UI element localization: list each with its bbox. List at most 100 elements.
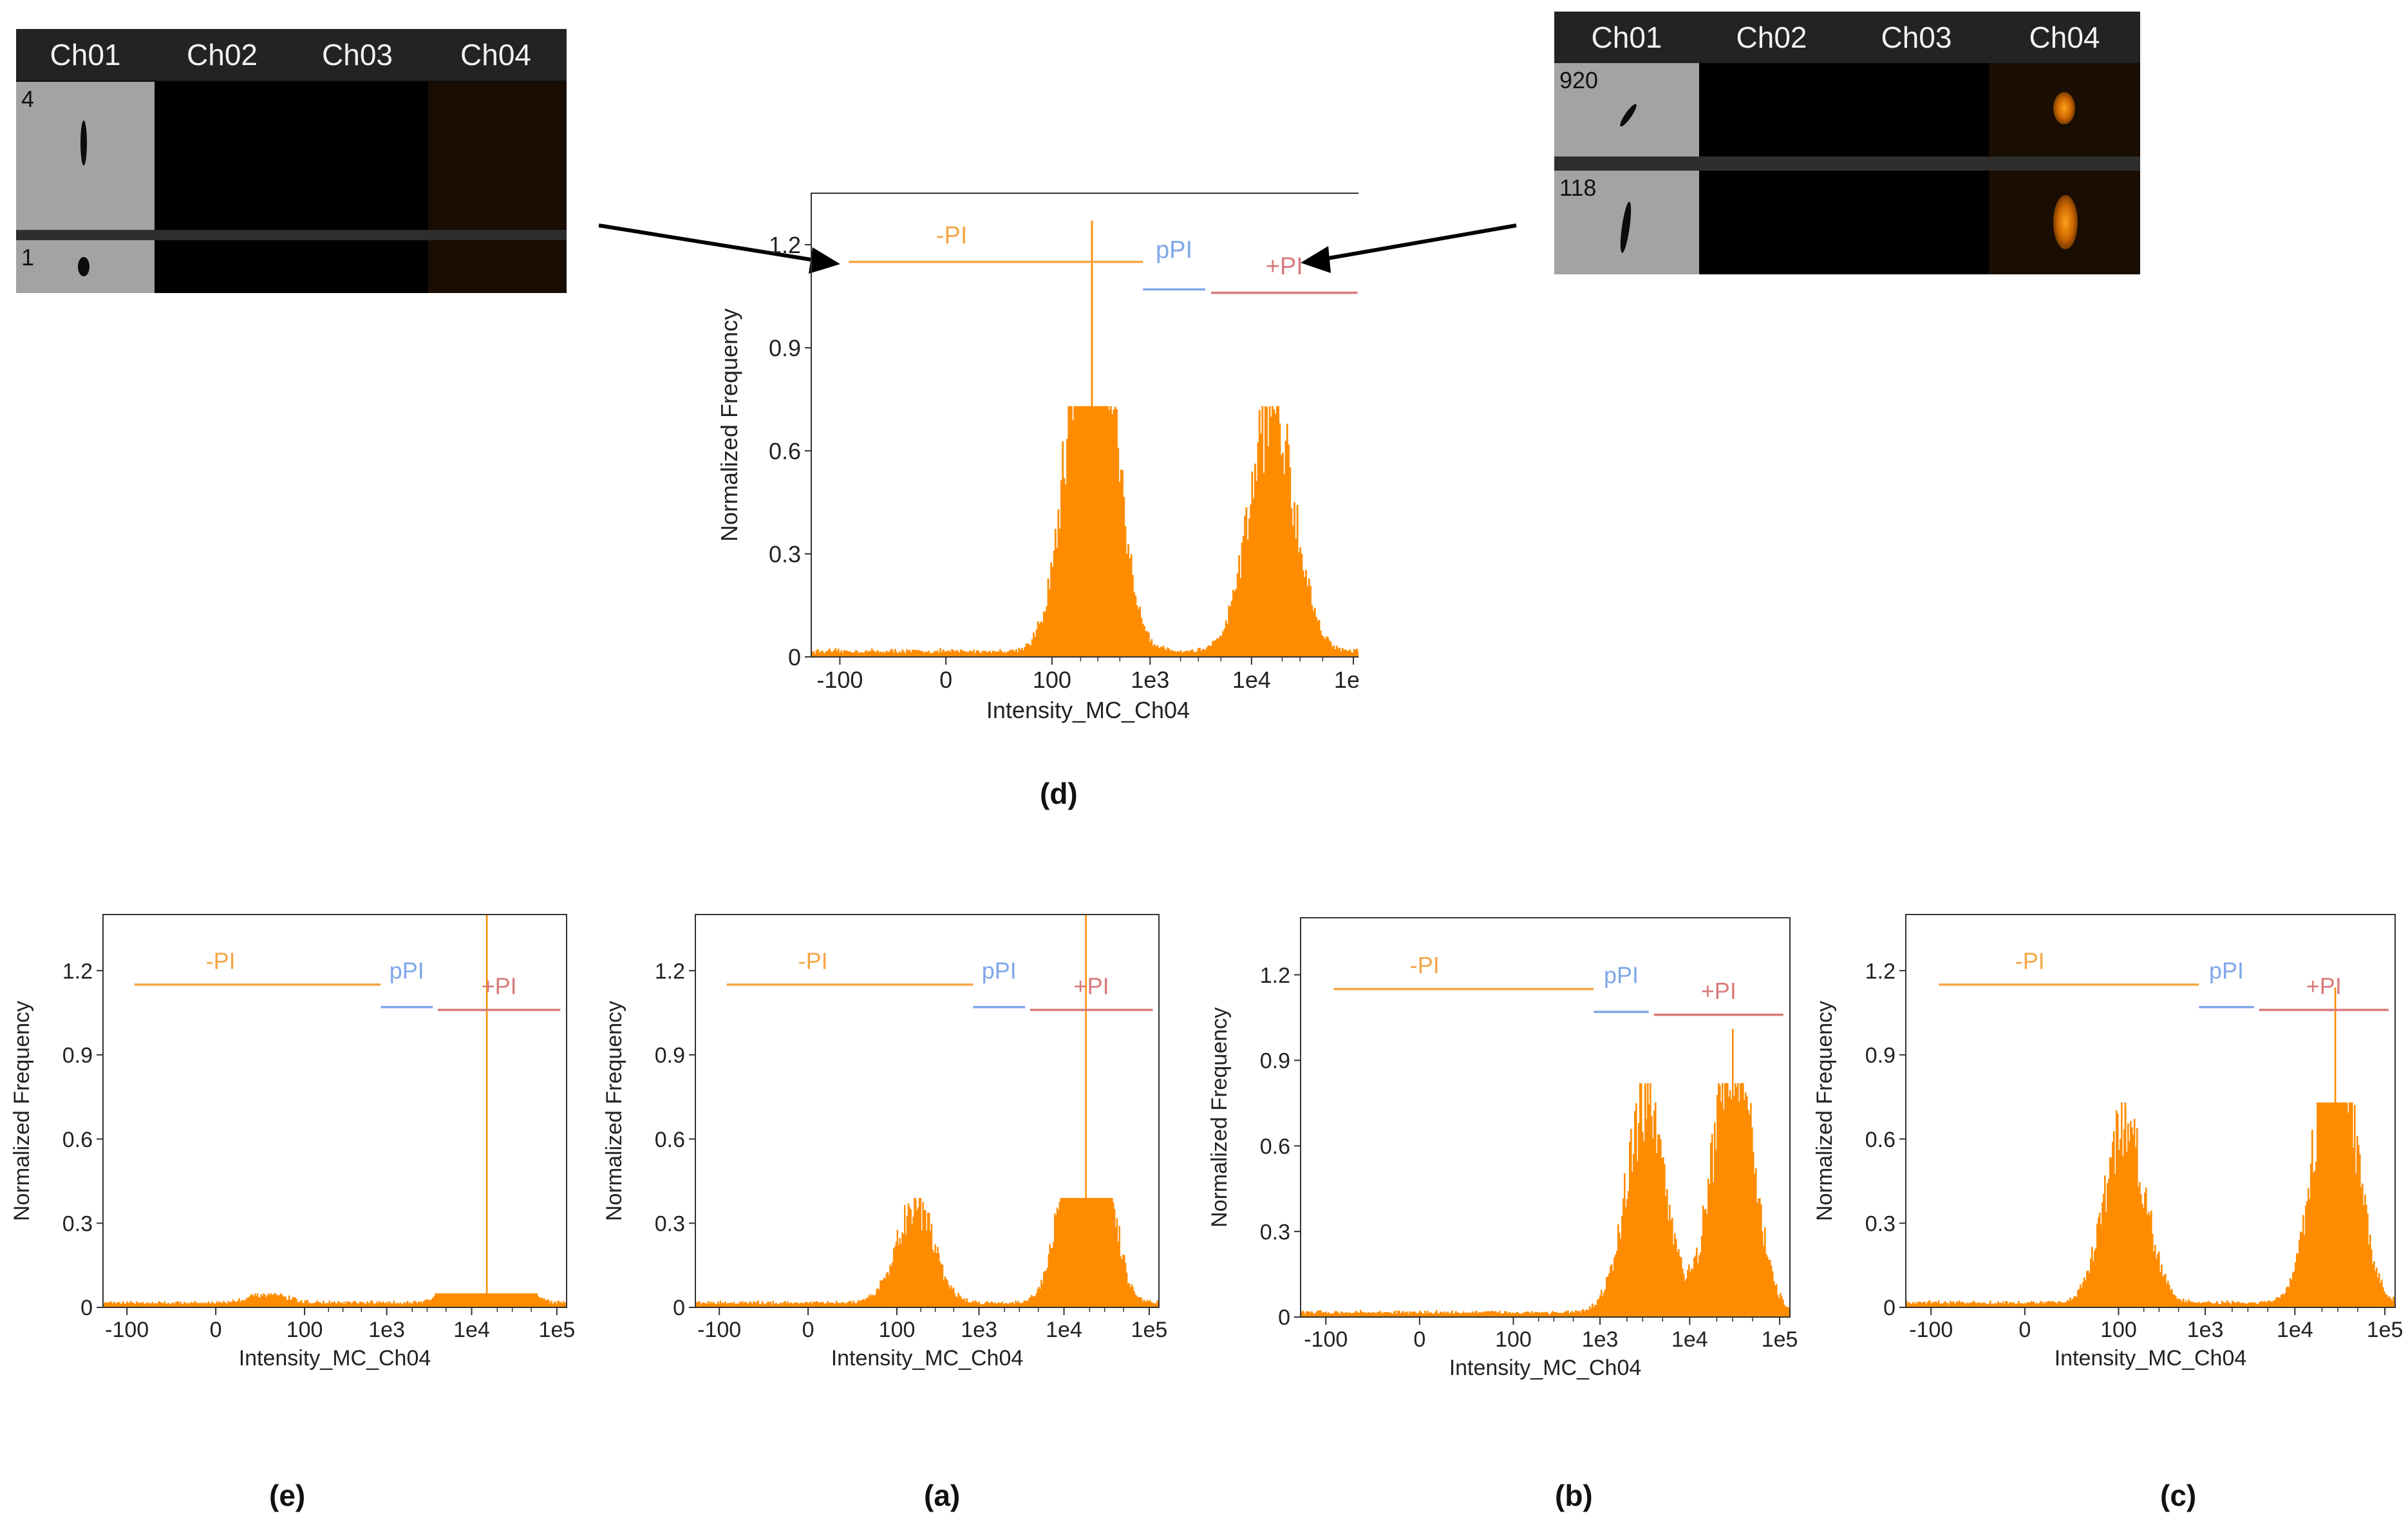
histogram-bar: [971, 1302, 973, 1307]
histogram-bar: [2333, 1102, 2335, 1307]
histogram-bar: [746, 1304, 749, 1307]
histogram-bar: [1018, 647, 1021, 657]
image-gallery-right: Ch01 Ch02 Ch03 Ch04 920 118: [1554, 12, 2140, 274]
histogram-bar: [337, 1301, 339, 1307]
histogram-bar: [2261, 1301, 2263, 1307]
histogram-bar: [847, 651, 850, 657]
histogram-bar: [1603, 1292, 1605, 1317]
y-tick-label: 0: [1278, 1305, 1290, 1330]
histogram-bar: [1923, 1302, 1924, 1307]
gallery-row[interactable]: 1: [16, 240, 567, 293]
histogram-bar: [1655, 1102, 1657, 1317]
gallery-row[interactable]: 920: [1554, 63, 2140, 156]
histogram-bar: [222, 1301, 225, 1307]
histogram-bar: [1717, 1095, 1718, 1317]
histogram-bar: [1451, 1310, 1453, 1317]
histogram-bar: [275, 1293, 277, 1307]
histogram-bar: [1535, 1312, 1537, 1317]
histogram-bar: [806, 1302, 808, 1307]
histogram-bar: [1576, 1311, 1578, 1317]
histogram-bar: [316, 1300, 319, 1307]
histogram-bar: [992, 650, 994, 657]
histogram-bar: [120, 1304, 122, 1307]
histogram-bar: [981, 650, 984, 657]
histogram-bar: [1273, 409, 1275, 657]
histogram-bar: [832, 1302, 834, 1307]
histogram-bar: [1652, 1138, 1654, 1317]
gate-label: +PI: [1074, 973, 1109, 1000]
histogram-bar: [1008, 651, 1010, 657]
histogram-bar: [476, 1293, 478, 1307]
histogram-bar: [105, 1302, 108, 1307]
histogram-bar: [1010, 1303, 1012, 1307]
histogram-bar: [2011, 1303, 2013, 1307]
histogram-bar: [912, 649, 914, 657]
histogram-bar: [739, 1302, 741, 1307]
histogram-bar: [775, 1303, 776, 1307]
histogram-bar: [432, 1297, 435, 1307]
histogram-bar: [1677, 1252, 1679, 1317]
histogram-bar: [115, 1304, 117, 1307]
histogram-bar: [1937, 1303, 1939, 1307]
histogram-bar: [1529, 1312, 1530, 1317]
histogram-bar: [715, 1304, 717, 1307]
histogram-bar: [842, 1302, 843, 1307]
histogram-bar: [1350, 1313, 1351, 1317]
histogram-bar: [974, 1302, 975, 1307]
histogram-bar: [1303, 1312, 1305, 1317]
histogram-bar: [1726, 1083, 1727, 1317]
histogram-bar: [1101, 1198, 1104, 1307]
histogram-bar: [1118, 482, 1121, 657]
histogram-bar: [292, 1297, 294, 1307]
histogram-bar: [959, 1295, 961, 1307]
histogram-bar: [126, 1301, 128, 1307]
histogram-bar: [697, 1301, 700, 1307]
histogram-bar: [1389, 1312, 1391, 1317]
gallery-row[interactable]: 4: [16, 82, 567, 230]
histogram-bar: [1769, 1259, 1771, 1317]
histogram-bar: [1678, 1249, 1680, 1317]
histogram-bar: [2094, 1250, 2096, 1307]
histogram-bar: [1200, 651, 1203, 657]
histogram-bar: [1647, 1083, 1649, 1317]
histogram-bar: [884, 1278, 887, 1307]
histogram-bar: [513, 1293, 515, 1307]
histogram-bar: [1100, 406, 1102, 657]
x-tick-label: 1e5: [1762, 1327, 1798, 1352]
histogram-bar: [992, 1302, 993, 1307]
histogram-bar: [733, 1302, 735, 1307]
histogram-bar: [1777, 1295, 1779, 1317]
x-tick-label: 1e4: [1232, 667, 1271, 693]
histogram-bar: [1108, 410, 1111, 657]
histogram-bar: [2349, 1102, 2351, 1307]
histogram-bar: [1303, 577, 1306, 657]
row-divider: [16, 230, 567, 240]
histogram-bar: [1114, 406, 1116, 657]
histogram-bar: [1067, 1198, 1069, 1307]
histogram-bar: [1431, 1313, 1433, 1317]
histogram-bar: [954, 651, 956, 657]
histogram-bar: [2197, 1302, 2199, 1307]
gallery-row[interactable]: 118: [1554, 171, 2140, 274]
histogram-bar: [547, 1298, 549, 1307]
histogram-bar: [417, 1301, 420, 1307]
histogram-bar: [394, 1304, 397, 1307]
histogram-bar: [433, 1296, 435, 1307]
histogram-bar: [849, 1301, 851, 1307]
histogram-bar: [516, 1293, 518, 1307]
histogram-bar: [2172, 1294, 2174, 1307]
histogram-bar: [444, 1293, 447, 1307]
histogram-bar: [1767, 1257, 1769, 1317]
histogram-bar: [439, 1293, 442, 1307]
histogram-bar: [1124, 1255, 1125, 1307]
histogram-bar: [1121, 1258, 1123, 1307]
histogram-bar: [233, 1301, 236, 1307]
histogram-bar: [365, 1303, 367, 1307]
histogram-bar: [2368, 1244, 2370, 1307]
histogram-bar: [1134, 1294, 1136, 1307]
histogram-bar: [1058, 528, 1061, 657]
histogram-bar: [2387, 1297, 2389, 1307]
histogram-bar: [166, 1303, 169, 1307]
histogram-bar: [503, 1293, 505, 1307]
histogram-bar: [1203, 649, 1205, 657]
